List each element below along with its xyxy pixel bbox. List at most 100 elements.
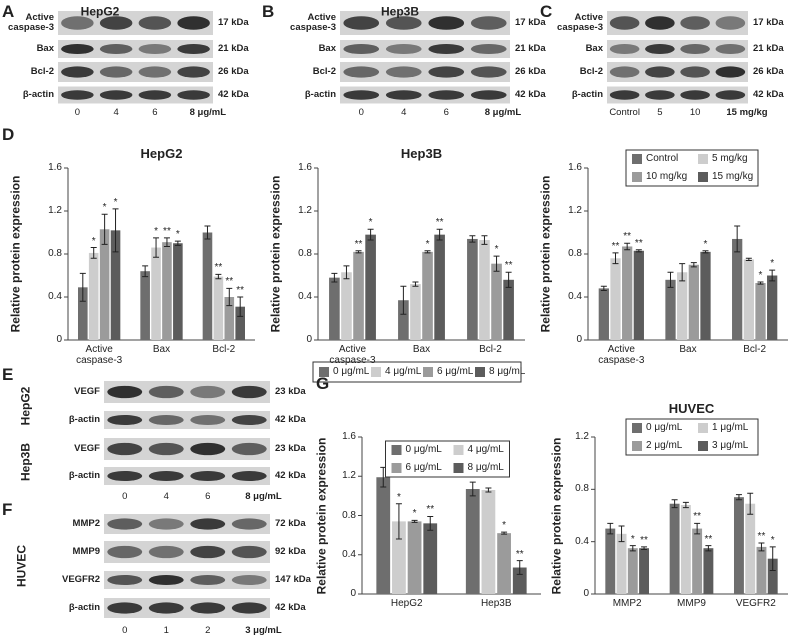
legend-label: 8 μg/mL [489,365,526,377]
bar [465,489,480,594]
blot-band [609,16,640,30]
bar [467,238,478,340]
bar [688,264,699,340]
blot-band [61,66,94,78]
blot-strip [104,438,270,460]
blot-band [680,90,710,100]
blot-band [99,90,133,100]
blot-band [231,414,267,426]
x-tick-label: Active caspase-3 [598,344,645,366]
blot-band [177,66,210,78]
legend-swatch [423,367,433,377]
blot-row-label: Bcl-2 [579,66,603,78]
significance: * [770,534,775,546]
bar [503,279,514,340]
blot-row-label: Bax [318,43,336,55]
blot-strip [58,62,213,82]
error-bar [153,237,160,258]
panel-letter: B [262,2,275,22]
blot-row-label: MMP9 [72,546,100,558]
legend-label: 1 μg/mL [712,421,749,433]
x-tick-label: Hep3B [480,598,512,609]
blot-band [231,545,267,559]
blot-lane-label: 6 [443,107,449,119]
blot-band [231,518,267,530]
x-tick-label: MMP2 [612,598,642,609]
significance: * [494,243,499,255]
legend-box [385,440,510,478]
error-bar [411,519,418,523]
significance: ** [426,504,435,516]
blot-lane-label: 4 [401,107,407,119]
error-bar [769,546,776,571]
significance: * [758,269,763,281]
blot-band [190,602,226,614]
blot-strip [104,514,270,534]
significance: ** [214,262,223,274]
blot-strip [607,86,748,104]
blot-lane-label: 8 μg/mL [245,491,282,503]
error-bar [112,208,119,253]
legend-label: Control [646,152,679,164]
blot-band [177,16,210,30]
blot-band [428,90,465,100]
blot-kda: 92 kDa [275,546,306,558]
legend-swatch [453,445,464,455]
blot-row-label: Bcl-2 [30,66,54,78]
blot-band [148,414,184,426]
error-bar [702,250,709,254]
significance: ** [504,260,513,272]
blot-strip [340,62,510,82]
blot-band [680,43,710,55]
bar [376,477,391,594]
legend-swatch [632,172,642,182]
legend-label: 0 μg/mL [333,365,370,377]
bar [341,272,352,340]
bar [743,259,754,340]
blot-band [99,43,133,55]
significance: ** [693,511,702,523]
y-tick-label: 1.2 [568,204,582,216]
bar [512,567,527,594]
bar [398,300,409,340]
blot-band [107,574,143,586]
blot-band [609,90,640,100]
bar [410,284,421,340]
bar [422,251,433,340]
error-bar [226,287,233,307]
error-bar [501,531,508,535]
error-bar [90,247,97,259]
blot-band [148,518,184,530]
blot-kda: 26 kDa [515,66,546,78]
legend-label: 0 μg/mL [405,443,442,455]
y-tick-label: 0.4 [575,535,589,547]
bar [622,246,633,340]
legend-swatch [319,367,329,377]
bar [733,497,744,594]
bar [767,558,778,594]
blot-band [470,16,507,30]
blot-row-label: β-actin [68,602,100,614]
blot-band [385,43,422,55]
y-axis-label: Relative protein expression [314,437,329,594]
error-bar [612,252,619,265]
bar [329,277,340,340]
blot-lane-label: 4 [113,107,119,119]
blot-row-label: VEGFR2 [61,574,100,586]
significance: * [91,235,96,247]
blot-row-label: Active caspase-3 [290,12,336,33]
blot-band [107,545,143,559]
blot-row-label: VEGF [74,386,100,398]
blot-band [99,16,133,30]
blot-band [190,518,226,530]
legend-label: 6 μg/mL [405,461,442,473]
blot-lane-label: 8 μg/mL [484,107,522,119]
legend-label: 3 μg/mL [712,439,749,451]
error-bar [735,494,742,501]
blot-strip [58,40,213,58]
error-bar [469,481,476,497]
blot-band [107,602,143,614]
significance: ** [623,231,632,242]
y-tick-label: 0.8 [48,247,62,259]
error-bar [679,263,686,282]
